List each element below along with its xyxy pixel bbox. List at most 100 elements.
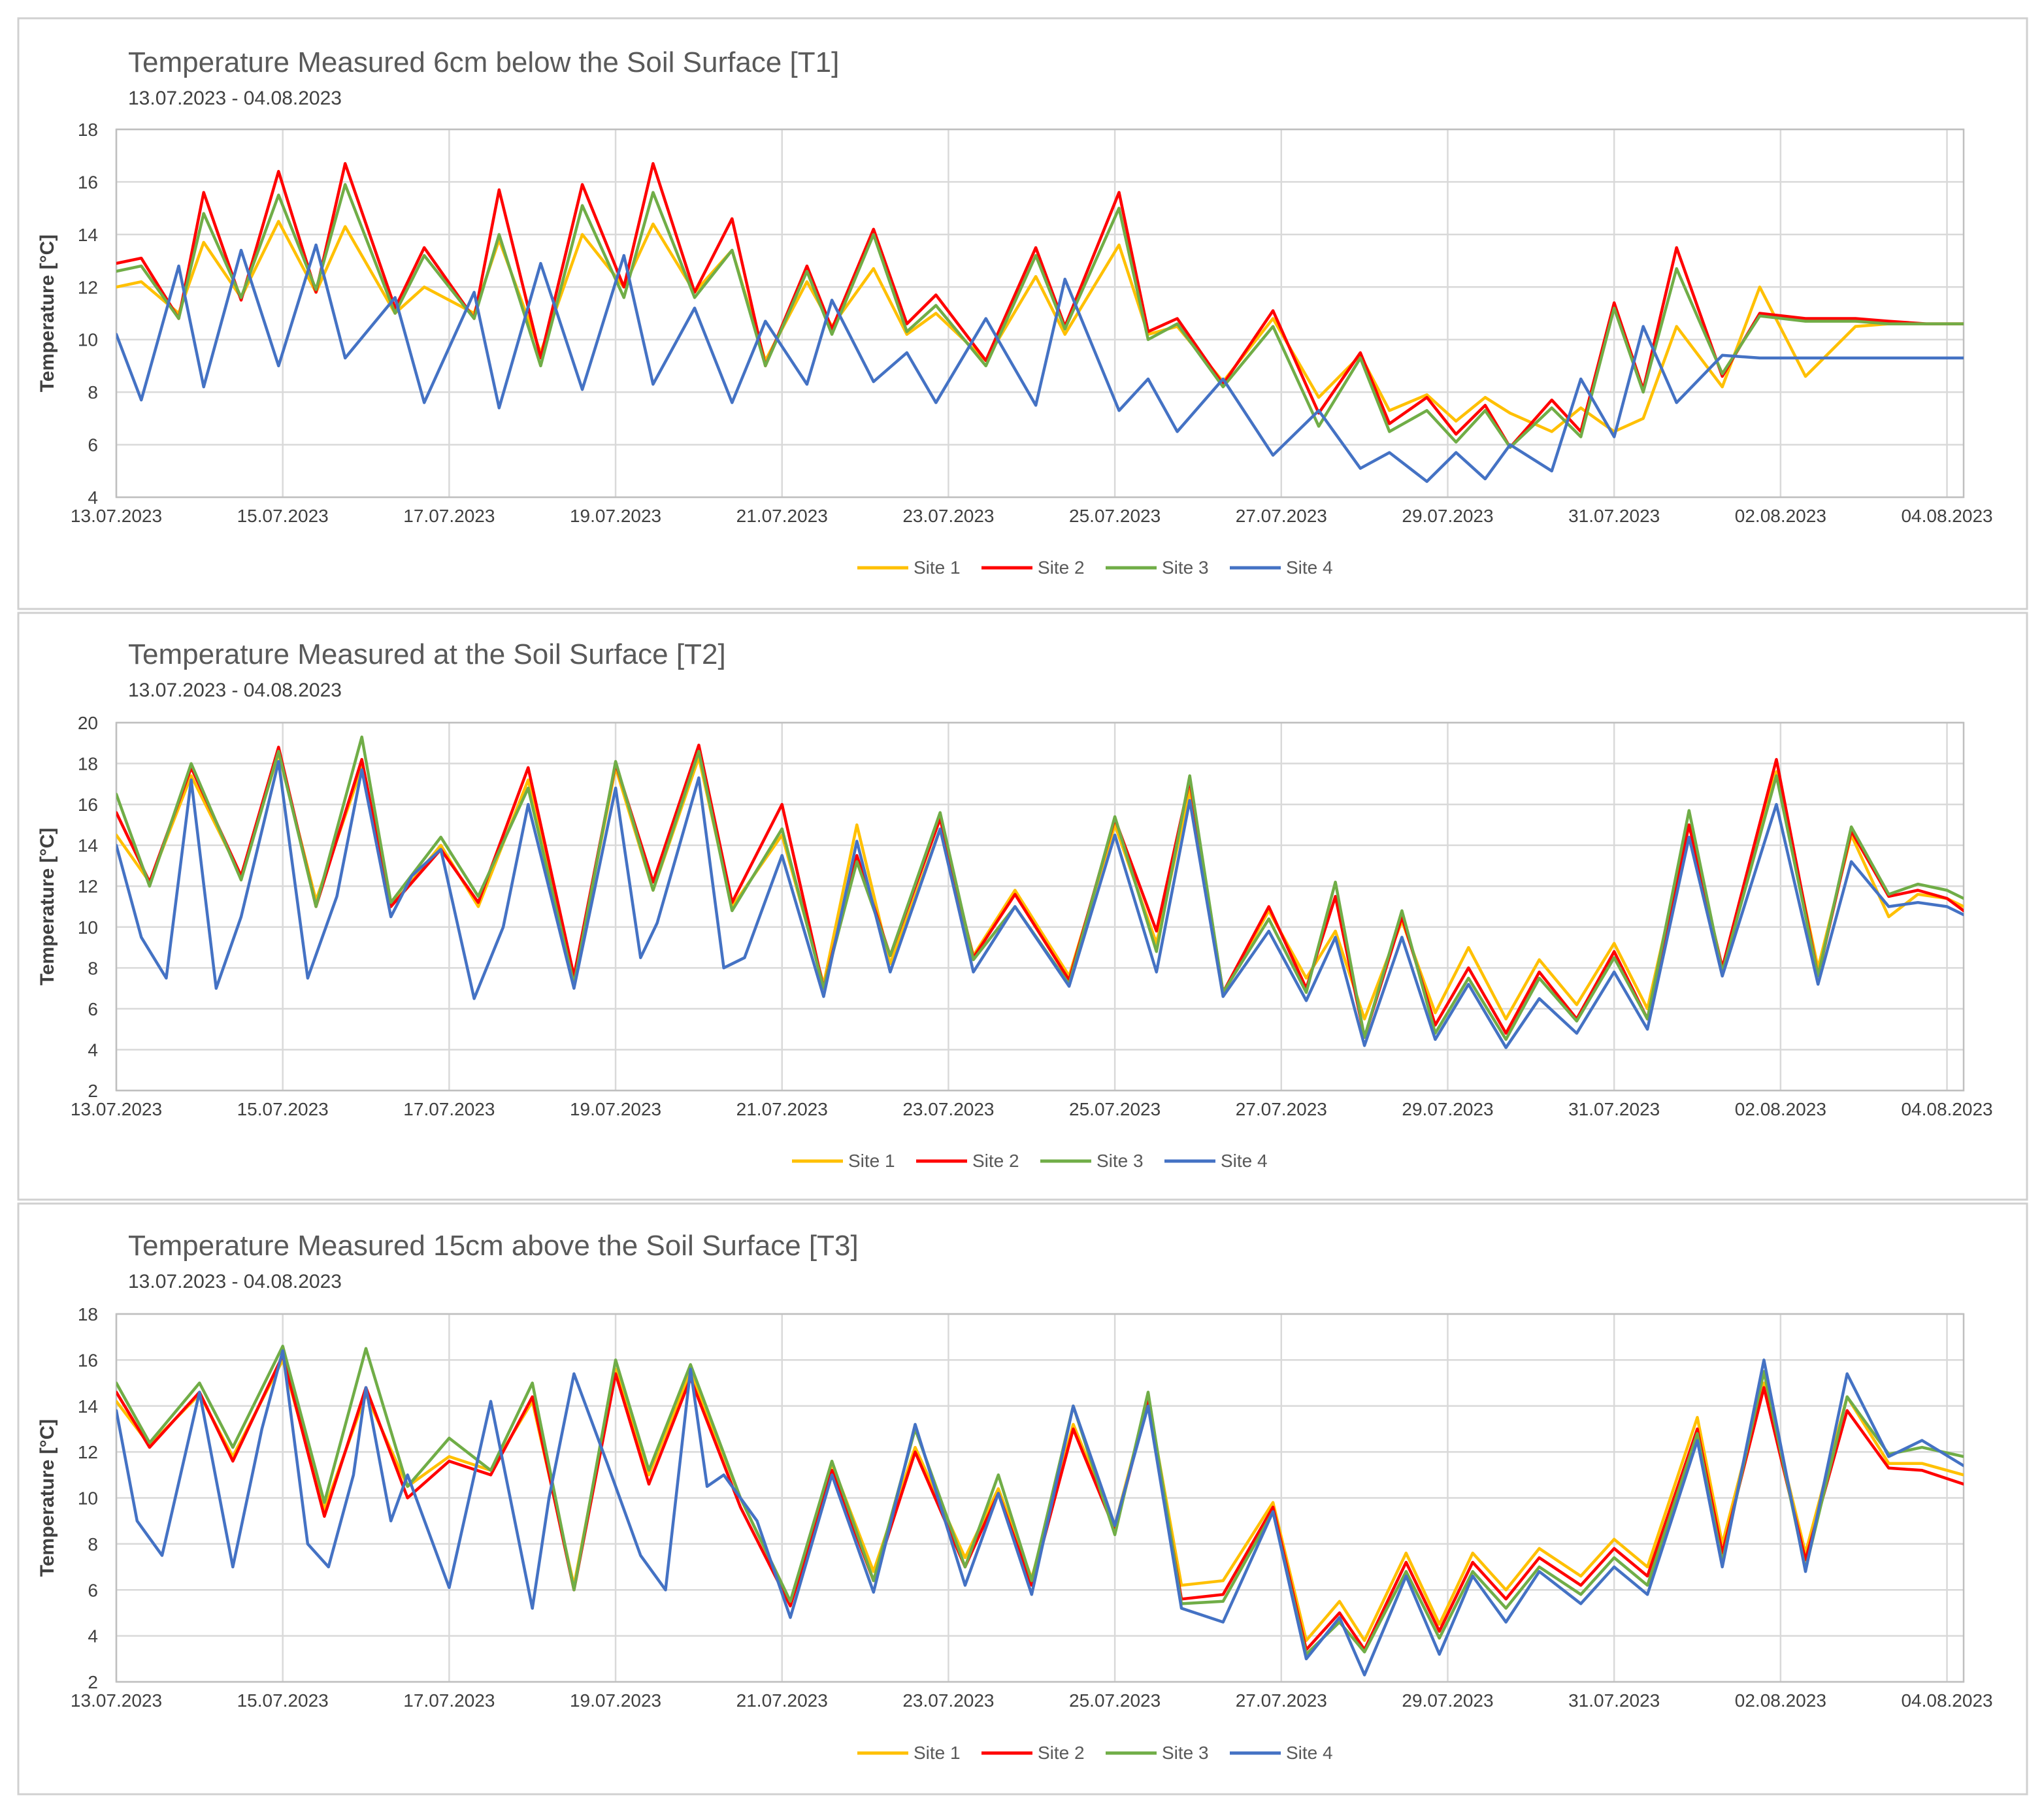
y-tick-label: 4	[88, 487, 98, 508]
x-tick-label: 17.07.2023	[403, 1099, 495, 1119]
y-tick-label: 18	[78, 1304, 98, 1324]
x-tick-label: 23.07.2023	[902, 506, 994, 526]
y-tick-label: 4	[88, 1040, 98, 1060]
x-tick-label: 15.07.2023	[237, 506, 329, 526]
x-tick-label: 04.08.2023	[1901, 506, 1992, 526]
legend-label-site-2: Site 2	[1038, 1743, 1085, 1763]
series-line-site-4	[116, 760, 1964, 1049]
chart-title: Temperature Measured at the Soil Surface…	[128, 638, 726, 670]
legend-label-site-3: Site 3	[1096, 1151, 1144, 1171]
x-tick-label: 27.07.2023	[1236, 1690, 1327, 1711]
series-line-site-4	[116, 1349, 1964, 1677]
y-tick-label: 8	[88, 1534, 98, 1554]
legend-label-site-1: Site 1	[848, 1151, 895, 1171]
x-tick-label: 29.07.2023	[1402, 1099, 1493, 1119]
legend-label-site-4: Site 4	[1286, 1743, 1333, 1763]
y-tick-label: 16	[78, 172, 98, 192]
x-tick-label: 02.08.2023	[1735, 506, 1826, 526]
legend-label-site-4: Site 4	[1286, 557, 1333, 578]
x-tick-label: 27.07.2023	[1236, 506, 1327, 526]
y-tick-label: 18	[78, 120, 98, 140]
y-tick-label: 12	[78, 277, 98, 297]
y-tick-label: 14	[78, 836, 98, 856]
x-tick-label: 23.07.2023	[902, 1099, 994, 1119]
legend-label-site-2: Site 2	[972, 1151, 1019, 1171]
series-line-site-3	[116, 1345, 1964, 1656]
plot-border	[115, 1313, 1965, 1683]
x-tick-label: 21.07.2023	[736, 506, 828, 526]
y-tick-label: 18	[78, 754, 98, 774]
chart-subtitle: 13.07.2023 - 04.08.2023	[128, 680, 342, 701]
chart-subtitle: 13.07.2023 - 04.08.2023	[128, 1271, 342, 1292]
x-tick-label: 02.08.2023	[1735, 1099, 1826, 1119]
y-tick-label: 6	[88, 999, 98, 1019]
legend-label-site-4: Site 4	[1221, 1151, 1268, 1171]
y-tick-label: 14	[78, 225, 98, 245]
series-line-site-3	[116, 183, 1964, 449]
chart-area-background	[17, 17, 2028, 610]
y-axis-label: Temperature [°C]	[37, 1419, 58, 1577]
x-tick-label: 13.07.2023	[71, 1690, 162, 1711]
x-tick-label: 25.07.2023	[1069, 1690, 1161, 1711]
x-tick-label: 04.08.2023	[1901, 1690, 1992, 1711]
y-tick-label: 10	[78, 917, 98, 938]
x-tick-label: 31.07.2023	[1568, 1690, 1660, 1711]
legend-label-site-2: Site 2	[1038, 557, 1085, 578]
x-tick-label: 25.07.2023	[1069, 506, 1161, 526]
y-tick-label: 8	[88, 958, 98, 978]
x-tick-label: 17.07.2023	[403, 506, 495, 526]
y-tick-label: 2	[88, 1081, 98, 1101]
y-tick-label: 10	[78, 1488, 98, 1509]
y-tick-label: 14	[78, 1396, 98, 1417]
y-tick-label: 8	[88, 382, 98, 402]
x-tick-label: 31.07.2023	[1568, 1099, 1660, 1119]
chart-title: Temperature Measured 6cm below the Soil …	[128, 46, 839, 78]
plot-border	[115, 128, 1965, 499]
x-tick-label: 29.07.2023	[1402, 506, 1493, 526]
y-axis-label: Temperature [°C]	[37, 235, 58, 392]
chart-title: Temperature Measured 15cm above the Soil…	[128, 1230, 859, 1262]
series-line-site-3	[116, 735, 1964, 1042]
y-tick-label: 16	[78, 795, 98, 815]
y-tick-label: 16	[78, 1350, 98, 1370]
chart-subtitle: 13.07.2023 - 04.08.2023	[128, 88, 342, 109]
x-tick-label: 13.07.2023	[71, 1099, 162, 1119]
y-tick-label: 6	[88, 1580, 98, 1600]
y-tick-label: 4	[88, 1626, 98, 1647]
y-axis-label: Temperature [°C]	[37, 828, 58, 985]
y-tick-label: 20	[78, 713, 98, 733]
legend-label-site-1: Site 1	[914, 1743, 961, 1763]
x-tick-label: 19.07.2023	[570, 1099, 661, 1119]
series-line-site-2	[116, 1354, 1964, 1651]
x-tick-label: 19.07.2023	[570, 506, 661, 526]
x-tick-label: 17.07.2023	[403, 1690, 495, 1711]
x-tick-label: 04.08.2023	[1901, 1099, 1992, 1119]
chart-panel-3: 2 4 6 8 10 12 14 16 18 13.07.2023 15.07.2023 17.07.…	[17, 1202, 2028, 1796]
x-tick-label: 29.07.2023	[1402, 1690, 1493, 1711]
y-tick-label: 6	[88, 435, 98, 455]
chart-panel-1: 4 6 8 10 12 14 16 18 13.07.2023 15.07.2023 17.07.2…	[17, 17, 2028, 610]
x-tick-label: 13.07.2023	[71, 506, 162, 526]
y-tick-label: 10	[78, 330, 98, 350]
x-tick-label: 15.07.2023	[237, 1690, 329, 1711]
x-tick-label: 19.07.2023	[570, 1690, 661, 1711]
chart-panel-2: 2 4 6 8 10 12 14 16 18 20 13.07.2023 15.07.2023 17.0…	[17, 612, 2028, 1201]
x-tick-label: 15.07.2023	[237, 1099, 329, 1119]
series-line-site-4	[116, 243, 1964, 484]
x-tick-label: 27.07.2023	[1236, 1099, 1327, 1119]
x-tick-label: 21.07.2023	[736, 1099, 828, 1119]
y-tick-label: 2	[88, 1672, 98, 1692]
x-tick-label: 02.08.2023	[1735, 1690, 1826, 1711]
x-tick-label: 21.07.2023	[736, 1690, 828, 1711]
x-tick-label: 23.07.2023	[902, 1690, 994, 1711]
x-tick-label: 25.07.2023	[1069, 1099, 1161, 1119]
legend-label-site-3: Site 3	[1162, 1743, 1209, 1763]
y-tick-label: 12	[78, 1442, 98, 1462]
series-line-site-2	[116, 162, 1964, 449]
legend-label-site-3: Site 3	[1162, 557, 1209, 578]
series-line-site-1	[116, 220, 1964, 433]
x-tick-label: 31.07.2023	[1568, 506, 1660, 526]
legend-label-site-1: Site 1	[914, 557, 961, 578]
chart-area-background	[17, 1202, 2028, 1796]
